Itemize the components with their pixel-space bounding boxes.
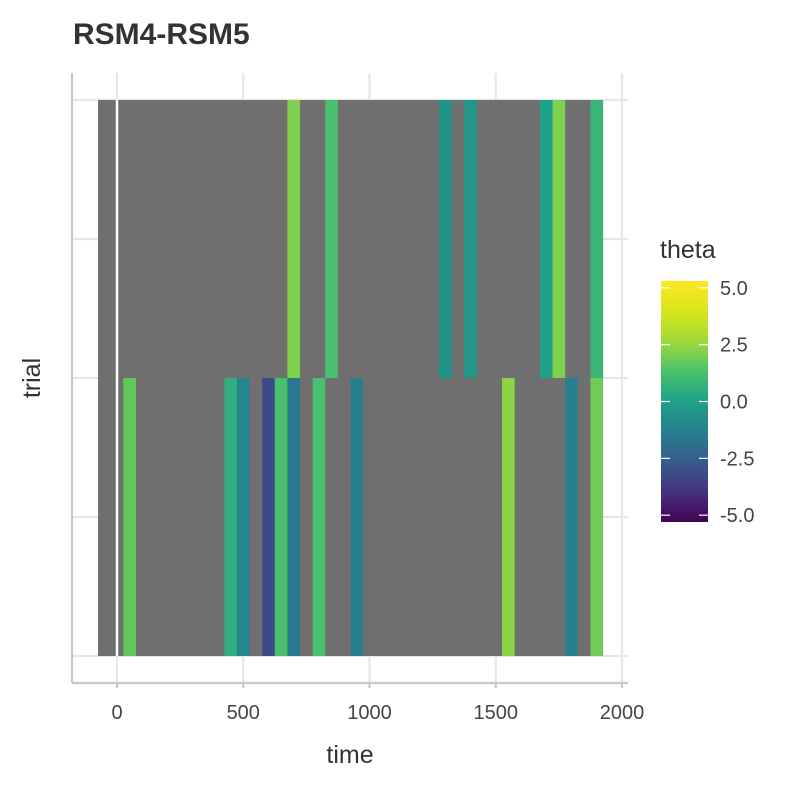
heatmap-cell	[565, 378, 578, 656]
heatmap-cell	[552, 100, 566, 378]
colorbar-tick-label: 5.0	[720, 278, 748, 300]
heatmap-cell	[502, 378, 515, 656]
heatmap-cell	[325, 100, 338, 378]
x-axis-title: time	[326, 741, 373, 769]
chart-title: RSM4-RSM5	[73, 18, 250, 51]
heatmap-cell	[590, 100, 604, 378]
heatmap-cell	[224, 378, 237, 656]
colorbar-tick-label: 0.0	[720, 392, 748, 414]
heatmap-cell	[539, 100, 553, 378]
plot-panel	[70, 73, 628, 685]
x-tick-label: 0	[111, 702, 122, 724]
na-tile-row	[98, 100, 604, 378]
x-tick-label: 500	[227, 702, 260, 724]
colorbar-tick-label: -2.5	[720, 448, 754, 470]
heatmap-cell	[438, 100, 452, 378]
heatmap-cell	[312, 378, 326, 656]
legend-title: theta	[660, 236, 716, 264]
colorbar-tick-label: 2.5	[720, 335, 748, 357]
colorbar-tick-label: -5.0	[720, 505, 754, 527]
colorbar-legend: theta 5.0 2.5 0.0 -2.5 -5.0	[660, 236, 754, 527]
heatmap-cell	[590, 378, 604, 656]
heatmap-cell	[123, 378, 136, 656]
x-tick-label: 1500	[474, 702, 519, 724]
x-tick-label: 2000	[600, 702, 645, 724]
heatmap-cell	[262, 378, 275, 656]
y-axis-title: trial	[18, 358, 46, 398]
heatmap-cell	[236, 378, 250, 656]
heatmap-cell	[350, 378, 364, 656]
x-tick-label: 1000	[347, 702, 392, 724]
heatmap-cell	[274, 378, 288, 656]
x-axis: 0 500 1000 1500 2000	[111, 683, 644, 724]
heatmap-cell	[287, 378, 301, 656]
heatmap-cell	[287, 100, 301, 378]
heatmap-cell	[464, 100, 477, 378]
